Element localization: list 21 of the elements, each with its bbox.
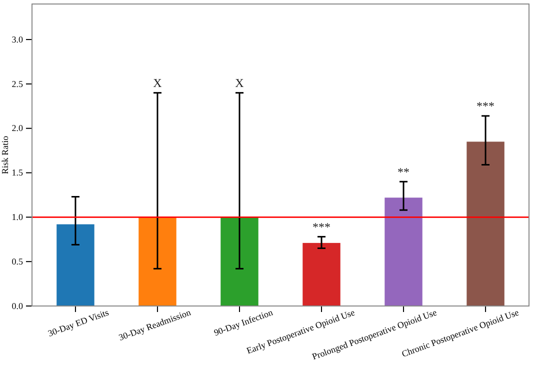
y-tick-label: 1.0 <box>12 212 24 222</box>
annotation: X <box>153 76 162 90</box>
y-tick-label: 3.0 <box>12 34 24 44</box>
x-tick-label: 30-Day ED Visits <box>46 307 110 338</box>
x-tick-label: 90-Day Infection <box>212 307 274 338</box>
bar <box>56 224 94 306</box>
bar <box>220 217 258 306</box>
annotation: X <box>235 76 244 90</box>
annotation: ** <box>398 164 410 179</box>
annotation: *** <box>312 220 331 234</box>
bar <box>466 142 504 306</box>
y-tick-label: 2.0 <box>12 123 24 134</box>
y-tick-label: 0.0 <box>12 300 24 311</box>
bar <box>384 198 422 306</box>
y-tick-label: 0.5 <box>12 256 24 266</box>
y-axis-title: Risk Ratio <box>0 135 10 174</box>
y-tick-label: 2.5 <box>12 78 24 89</box>
bar <box>138 217 176 306</box>
annotation: *** <box>476 99 495 114</box>
bar <box>302 242 340 306</box>
y-tick-label: 1.5 <box>12 168 24 178</box>
